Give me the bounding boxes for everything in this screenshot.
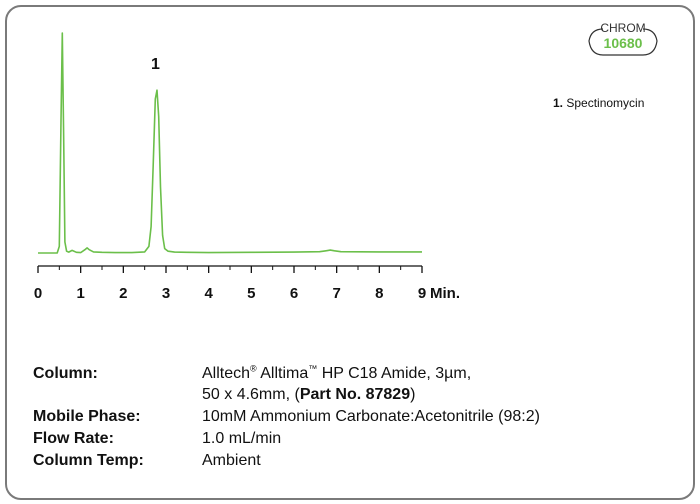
mobile-phase-value: 10mM Ammonium Carbonate:Acetonitrile (98… xyxy=(202,408,540,425)
badge-outline xyxy=(588,28,658,56)
x-tick-label: 8 xyxy=(375,285,383,302)
x-tick-label: 0 xyxy=(34,285,42,302)
peak-label: 1 xyxy=(151,56,160,73)
x-axis-label: Min. xyxy=(430,285,460,302)
legend-compound: Spectinomycin xyxy=(566,96,645,110)
column-brand: Alltech xyxy=(202,365,251,382)
x-tick-label: 7 xyxy=(332,285,340,302)
part-number: Part No. 87829 xyxy=(299,386,411,403)
mobile-phase-label: Mobile Phase: xyxy=(33,408,141,425)
flow-rate-value: 1.0 mL/min xyxy=(202,430,282,447)
column-temp-label: Column Temp: xyxy=(33,452,144,469)
legend-index: 1. xyxy=(553,96,564,110)
x-tick-label: 2 xyxy=(119,285,127,302)
badge-number: 10680 xyxy=(603,35,643,51)
x-tick-label: 6 xyxy=(290,285,298,302)
column-label: Column: xyxy=(33,365,98,382)
x-tick-label: 3 xyxy=(162,285,170,302)
x-tick-label: 4 xyxy=(204,285,213,302)
chrom-badge: CHROM 10680 xyxy=(585,21,661,59)
registered-mark: ® xyxy=(250,363,257,374)
x-tick-label: 9 xyxy=(418,285,426,302)
flow-rate-label: Flow Rate: xyxy=(33,430,114,447)
x-tick-label: 5 xyxy=(247,285,255,302)
chromatogram-trace xyxy=(38,32,422,254)
column-dimensions: 50 x 4.6mm, ( xyxy=(202,386,300,403)
column-temp-value: Ambient xyxy=(202,452,261,469)
badge-label: CHROM xyxy=(600,21,646,35)
peak-legend: 1. Spectinomycin xyxy=(553,96,644,110)
column-value-line1: Alltech® Alltima™ HP C18 Amide, 3µm, xyxy=(202,364,471,384)
column-product: Alltima xyxy=(260,365,309,382)
column-dimensions-close: ) xyxy=(410,386,416,403)
column-spec: HP C18 Amide, 3µm, xyxy=(321,365,472,382)
trademark-mark: ™ xyxy=(308,363,318,374)
column-value-line2: 50 x 4.6mm, (Part No. 87829) xyxy=(202,385,415,405)
x-tick-label: 1 xyxy=(76,285,84,302)
